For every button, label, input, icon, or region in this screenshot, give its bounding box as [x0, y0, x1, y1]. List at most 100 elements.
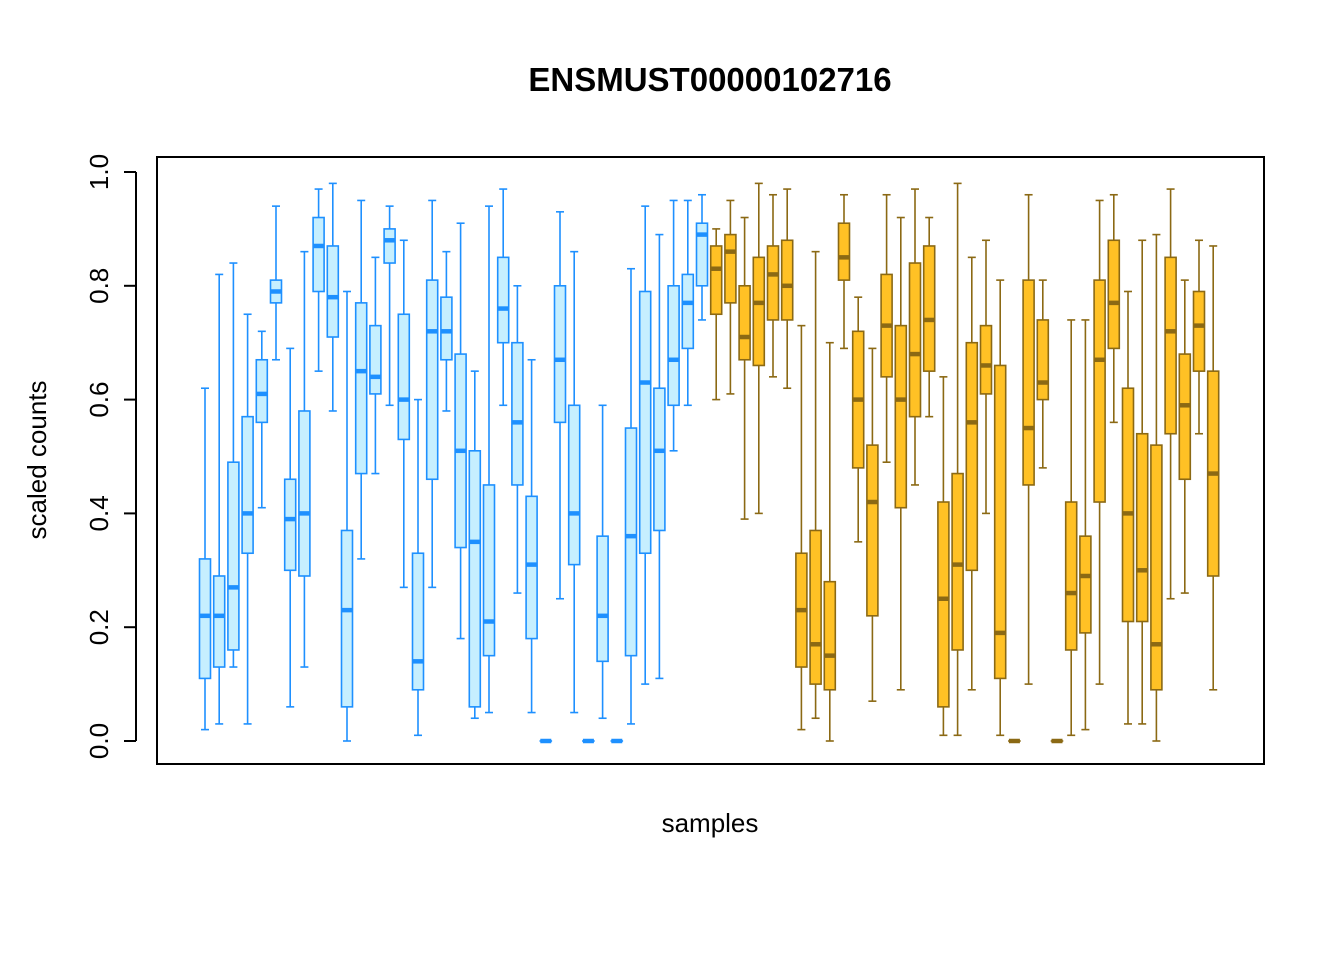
- box-iqr: [553, 284, 567, 424]
- box-group2-7: [795, 324, 808, 731]
- box-iqr: [653, 387, 666, 532]
- box-group1-24: [525, 358, 538, 714]
- box-iqr: [198, 558, 212, 680]
- box-iqr: [496, 256, 510, 344]
- box-iqr: [780, 239, 794, 321]
- box-group1-11: [340, 290, 354, 742]
- box-iqr: [1079, 535, 1092, 634]
- box-group2-12: [866, 347, 879, 702]
- box-iqr: [979, 324, 993, 395]
- box-iqr: [298, 410, 311, 577]
- box-iqr: [1064, 501, 1078, 651]
- box-group2-4: [752, 182, 766, 515]
- box-group2-30: [1121, 290, 1135, 725]
- box-group2-27: [1079, 319, 1092, 731]
- box-iqr: [567, 404, 581, 566]
- y-tick-label: 0.8: [84, 268, 114, 304]
- box-group2-26: [1064, 319, 1078, 737]
- box-iqr: [340, 529, 354, 708]
- box-iqr: [667, 284, 680, 407]
- box-series: [198, 182, 1220, 744]
- box-iqr: [468, 450, 482, 708]
- box-iqr: [809, 529, 822, 685]
- box-iqr: [1192, 290, 1206, 372]
- y-tick-label: 0.6: [84, 382, 114, 418]
- box-group2-2: [724, 199, 737, 395]
- box-group2-16: [922, 216, 936, 418]
- box-group2-6: [780, 188, 794, 390]
- box-iqr: [440, 296, 453, 361]
- box-group2-8: [809, 250, 822, 720]
- box-iqr: [894, 324, 908, 509]
- box-group2-3: [738, 216, 751, 520]
- box-group1-9: [312, 188, 325, 372]
- box-group1-33: [653, 233, 666, 680]
- box-iqr: [425, 279, 439, 481]
- box-group1-32: [638, 205, 652, 685]
- box-group1-10: [326, 182, 340, 412]
- box-group2-29: [1107, 193, 1121, 424]
- box-group1-31: [624, 267, 638, 725]
- box-iqr: [283, 478, 297, 572]
- box-iqr: [369, 324, 382, 395]
- box-iqr: [1178, 353, 1192, 481]
- box-group2-14: [894, 216, 908, 691]
- box-iqr: [482, 484, 496, 657]
- box-group1-3: [227, 262, 240, 668]
- box-iqr: [624, 427, 638, 657]
- box-group2-5: [766, 193, 780, 378]
- box-group2-23: [1022, 193, 1035, 685]
- box-iqr: [1036, 319, 1050, 401]
- box-group1-20: [468, 370, 482, 720]
- box-iqr: [596, 535, 609, 663]
- box-iqr: [937, 501, 950, 708]
- box-iqr: [1022, 279, 1035, 486]
- box-group2-17: [937, 376, 950, 737]
- box-iqr: [993, 364, 1007, 680]
- box-iqr: [255, 358, 269, 424]
- y-tick-label: 1.0: [84, 154, 114, 190]
- box-group1-35: [681, 199, 695, 407]
- box-iqr: [738, 284, 751, 361]
- box-iqr: [866, 444, 879, 617]
- y-axis-label: scaled counts: [22, 381, 52, 540]
- box-group1-6: [269, 205, 283, 361]
- box-group2-35: [1192, 239, 1206, 435]
- box-group1-19: [454, 222, 467, 640]
- box-iqr: [511, 341, 524, 486]
- box-group2-28: [1093, 199, 1106, 685]
- box-iqr: [752, 256, 766, 367]
- box-group2-15: [908, 188, 922, 486]
- box-iqr: [922, 245, 936, 372]
- box-iqr: [1150, 444, 1163, 691]
- y-tick-label: 0.0: [84, 723, 114, 759]
- y-axis: 0.0 0.2 0.4 0.6 0.8 1.0: [84, 154, 137, 759]
- box-group2-24: [1036, 279, 1050, 469]
- box-iqr: [383, 228, 396, 264]
- box-group1-23: [511, 284, 524, 594]
- box-iqr: [951, 472, 964, 651]
- box-iqr: [397, 313, 411, 441]
- box-group1-5: [255, 330, 269, 509]
- box-iqr: [823, 580, 837, 691]
- box-group1-18: [440, 250, 453, 412]
- box-iqr: [312, 216, 325, 293]
- box-group2-13: [880, 193, 893, 463]
- box-iqr: [227, 461, 240, 651]
- box-iqr: [837, 222, 851, 281]
- box-group2-1: [709, 228, 723, 401]
- box-group1-22: [496, 188, 510, 407]
- box-iqr: [1164, 256, 1177, 435]
- box-iqr: [1093, 279, 1106, 503]
- box-group2-34: [1178, 279, 1192, 594]
- box-group1-21: [482, 205, 496, 714]
- box-iqr: [1121, 387, 1135, 623]
- box-group2-11: [851, 296, 865, 543]
- box-iqr: [681, 273, 695, 350]
- box-group1-29: [596, 404, 609, 720]
- box-group2-18: [951, 182, 964, 737]
- box-iqr: [965, 341, 979, 572]
- box-group1-8: [298, 250, 311, 668]
- box-iqr: [411, 552, 425, 691]
